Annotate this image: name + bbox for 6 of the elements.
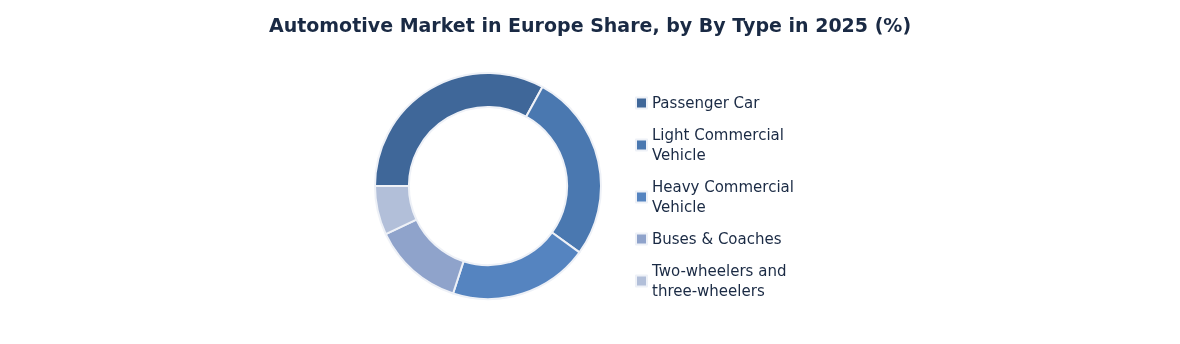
legend-label: Heavy Commercial Vehicle	[652, 178, 799, 216]
legend-label: Buses & Coaches	[652, 230, 782, 248]
legend-label: Passenger Car	[652, 94, 761, 112]
chart-title: Automotive Market in Europe Share, by By Type in 2025 (%)	[268, 13, 912, 36]
legend-label: Light Commercial Vehicle	[652, 126, 789, 164]
legend-label: Two-wheelers and three-wheelers	[651, 262, 792, 300]
